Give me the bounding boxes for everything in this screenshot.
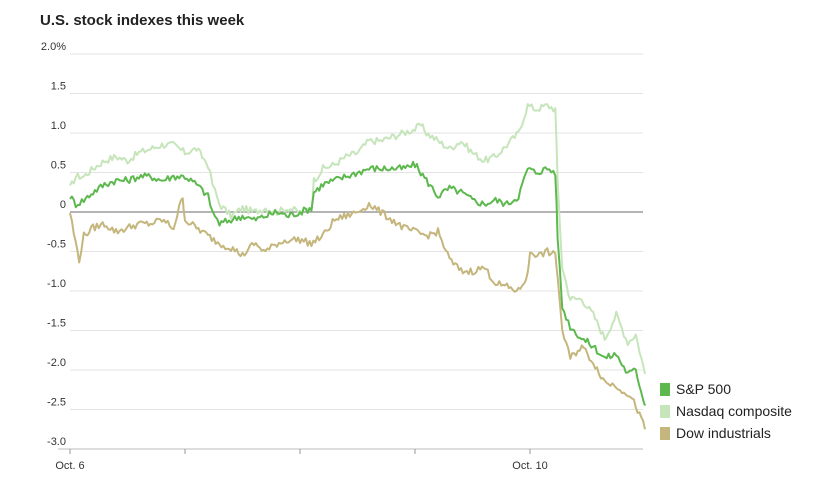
legend: S&P 500 Nasdaq composite Dow industrials	[660, 381, 792, 441]
legend-label: S&P 500	[676, 381, 731, 397]
legend-swatch	[660, 427, 670, 440]
chart-title: U.S. stock indexes this week	[40, 12, 245, 29]
x-tick-label: Oct. 10	[512, 460, 547, 472]
y-tick-label: 2.0%	[41, 41, 66, 53]
y-tick-label: -0.5	[47, 239, 66, 251]
series-line-dow-industrials	[69, 197, 646, 430]
y-tick-label: 0	[60, 199, 66, 211]
y-tick-label: -3.0	[47, 436, 66, 448]
y-tick-label: -1.0	[47, 278, 66, 290]
series-line-s-p-500	[69, 160, 646, 406]
y-tick-label: -2.0	[47, 357, 66, 369]
series-lines	[69, 103, 646, 430]
y-axis-ticks: 2.0% 1.5 1.0 0.5 0 -0.5 -1.0 -1.5 -2.0 -2.5 -3.0	[41, 41, 66, 448]
y-tick-label: -2.5	[47, 397, 66, 409]
legend-swatch	[660, 405, 670, 418]
y-tick-label: 1.5	[51, 81, 66, 93]
y-tick-label: -1.5	[47, 318, 66, 330]
legend-label: Nasdaq composite	[676, 403, 792, 419]
x-tick-label: Oct. 6	[55, 460, 84, 472]
gridlines	[70, 53, 643, 450]
series-line-nasdaq-composite	[69, 103, 646, 375]
y-tick-label: 1.0	[51, 120, 66, 132]
legend-label: Dow industrials	[676, 425, 771, 441]
y-tick-label: 0.5	[51, 160, 66, 172]
x-axis-ticks: Oct. 6 Oct. 10	[55, 448, 643, 472]
legend-swatch	[660, 383, 670, 396]
